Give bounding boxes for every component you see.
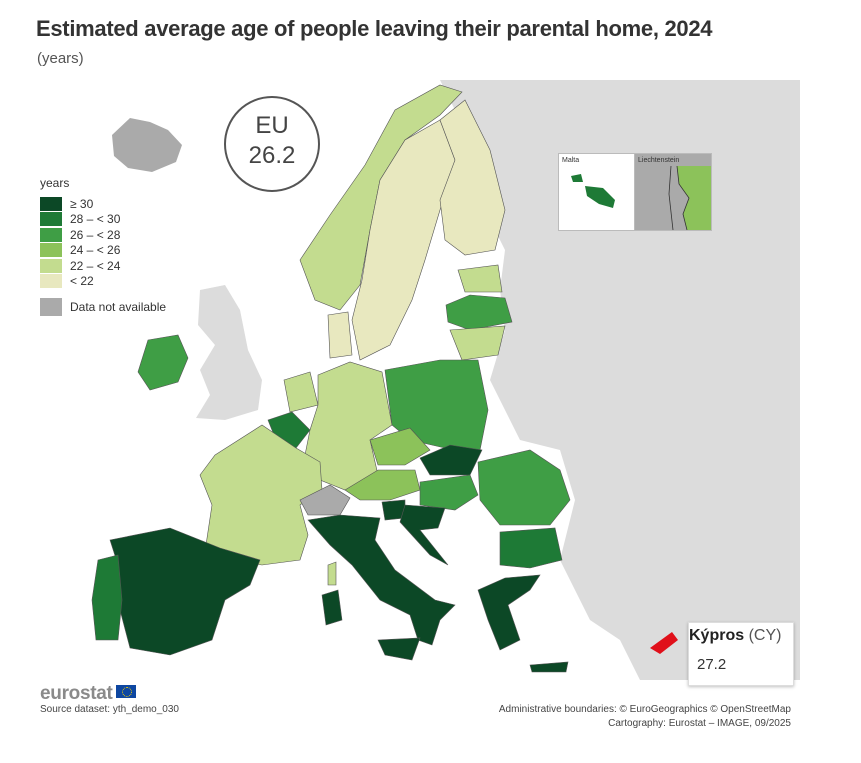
map-netherlands: [283, 371, 319, 413]
map-sicily: [377, 637, 421, 661]
map-estonia: [457, 264, 503, 293]
map-non-eu-east: [470, 80, 800, 680]
map-hungary: [419, 474, 479, 511]
malta-shape: [571, 174, 615, 208]
tooltip-country-name: Κýpros: [689, 627, 745, 644]
legend-label: < 22: [70, 274, 94, 289]
map-cyprus[interactable]: [650, 632, 678, 654]
map-portugal: [91, 554, 123, 641]
legend-item: < 22: [40, 274, 166, 290]
legend-swatch: [40, 297, 62, 316]
map-latvia: [445, 294, 513, 331]
map-switzerland: [299, 484, 351, 516]
legend-item: 22 – < 24: [40, 258, 166, 274]
inset-liechtenstein-label: Liechtenstein: [638, 157, 680, 164]
map-legend: years ≥ 30 28 – < 30 26 – < 28 24 – < 26…: [40, 176, 167, 316]
tooltip-country-code: (CY): [748, 627, 782, 644]
legend-swatch: [40, 196, 62, 211]
map-lithuania: [449, 325, 506, 361]
page-title: Estimated average age of people leaving …: [36, 16, 713, 41]
map-croatia: [399, 504, 449, 566]
eurostat-logo: eurostat: [40, 683, 136, 705]
credits-cartography: Cartography: Eurostat – IMAGE, 09/2025: [608, 718, 791, 729]
legend-swatch: [40, 212, 62, 227]
map-italy: [307, 514, 456, 646]
legend-item: 26 – < 28: [40, 227, 166, 243]
legend-label: 24 – < 26: [70, 243, 121, 258]
legend-label: 22 – < 24: [70, 258, 121, 273]
tooltip-value: 27.2: [697, 656, 727, 673]
legend-label: 28 – < 30: [70, 212, 121, 227]
map-norway: [299, 84, 463, 311]
map-credits: Administrative boundaries: © EuroGeograp…: [499, 703, 791, 731]
inset-malta: Malta: [558, 153, 636, 231]
map-sardinia: [321, 589, 343, 626]
page-subtitle: (years): [37, 50, 84, 67]
map-iceland: [112, 118, 182, 172]
legend-item: ≥ 30: [40, 196, 166, 212]
map-crete: [529, 661, 569, 673]
map-greece: [477, 574, 541, 651]
inset-malta-label: Malta: [562, 157, 580, 164]
legend-swatch: [40, 274, 62, 289]
legend-label: 26 – < 28: [70, 227, 121, 242]
legend-item: 24 – < 26: [40, 243, 166, 259]
map-romania: [477, 449, 571, 526]
map-uk: [196, 285, 262, 420]
eu-badge-value: 26.2: [248, 142, 296, 169]
map-ireland: [137, 334, 189, 391]
map-slovakia: [419, 444, 483, 476]
map-finland: [439, 99, 506, 256]
credits-boundaries: Administrative boundaries: © EuroGeograp…: [498, 704, 791, 715]
legend-swatch: [40, 227, 62, 242]
eu-flag-icon: [115, 685, 136, 698]
legend-swatch: [40, 243, 62, 258]
legend-label: Data not available: [70, 299, 167, 314]
logo-text: eurostat: [40, 683, 113, 704]
liechtenstein-shape: [668, 165, 711, 230]
legend-item: 28 – < 30: [40, 212, 166, 228]
map-corsica: [327, 561, 337, 586]
map-denmark: [327, 311, 353, 359]
legend-item-na: Data not available: [40, 297, 167, 316]
eu-average-badge: EU 26.2: [224, 96, 320, 192]
map-czechia: [369, 427, 431, 466]
legend-swatch: [40, 258, 62, 273]
inset-liechtenstein: Liechtenstein: [634, 153, 712, 231]
tooltip-country: Κýpros (CY): [689, 627, 781, 645]
map-bulgaria: [499, 527, 563, 569]
legend-title: years: [40, 176, 70, 190]
map-france: [199, 424, 323, 566]
map-tooltip: Κýpros (CY) 27.2: [688, 622, 794, 686]
source-dataset: Source dataset: yth_demo_030: [40, 704, 179, 715]
eu-badge-label: EU: [255, 112, 289, 139]
legend-label: ≥ 30: [70, 196, 94, 211]
